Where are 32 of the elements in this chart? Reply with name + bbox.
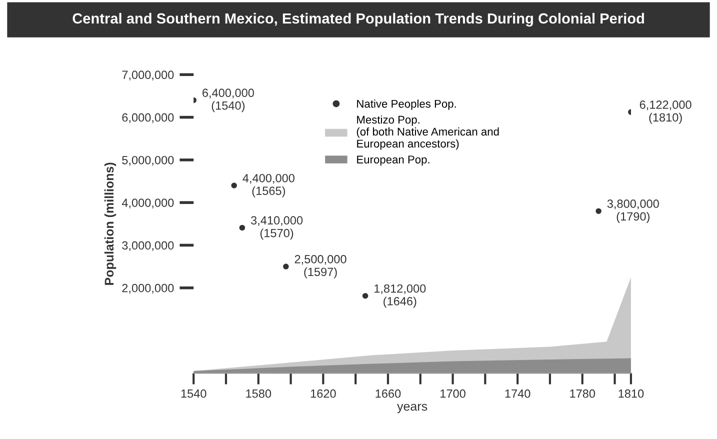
legend-label: Native Peoples Pop. bbox=[357, 100, 456, 110]
x-tick-label: 1780 bbox=[570, 389, 596, 398]
data-label: 1,812,000 (1646) bbox=[374, 284, 426, 308]
point bbox=[596, 208, 602, 214]
chart-title: Central and Southern Mexico, Estimated Population Trends During Colonial Period bbox=[72, 12, 644, 27]
y-tick-label: 6,000,000 bbox=[122, 113, 174, 124]
y-tick-label: 5,000,000 bbox=[122, 156, 174, 166]
point bbox=[283, 264, 289, 270]
data-label: 6,122,000 (1810) bbox=[640, 100, 692, 124]
x-tick-label: 1660 bbox=[376, 389, 401, 398]
x-tick-label: 1810 bbox=[618, 389, 644, 398]
data-label: 3,410,000 (1570) bbox=[250, 216, 303, 240]
data-label: 3,800,000 (1790) bbox=[607, 200, 659, 223]
y-tick-label: 3,000,000 bbox=[122, 241, 174, 251]
x-tick-label: 1740 bbox=[505, 389, 530, 398]
legend-label: European Pop. bbox=[357, 156, 430, 166]
data-label: 4,400,000 (1565) bbox=[242, 174, 294, 198]
point bbox=[239, 224, 246, 231]
x-axis-title: years bbox=[397, 404, 428, 414]
x-tick-label: 1540 bbox=[181, 389, 206, 398]
x-tick-label: 1700 bbox=[440, 389, 466, 398]
point bbox=[362, 292, 368, 299]
x-tick-label: 1620 bbox=[310, 389, 336, 398]
data-label: 6,400,000 (1540) bbox=[202, 88, 254, 112]
legend-label: Mestizo Pop. (of both Native American and European ancestors) bbox=[356, 115, 499, 150]
y-axis-title: Population (millions) bbox=[104, 162, 116, 285]
y-tick-label: 2,000,000 bbox=[122, 284, 174, 294]
x-tick-label: 1580 bbox=[246, 389, 272, 398]
y-tick-label: 4,000,000 bbox=[122, 198, 174, 208]
point bbox=[231, 182, 237, 188]
data-label: 2,500,000 (1597) bbox=[294, 254, 346, 278]
y-tick-label: 7,000,000 bbox=[122, 70, 174, 80]
